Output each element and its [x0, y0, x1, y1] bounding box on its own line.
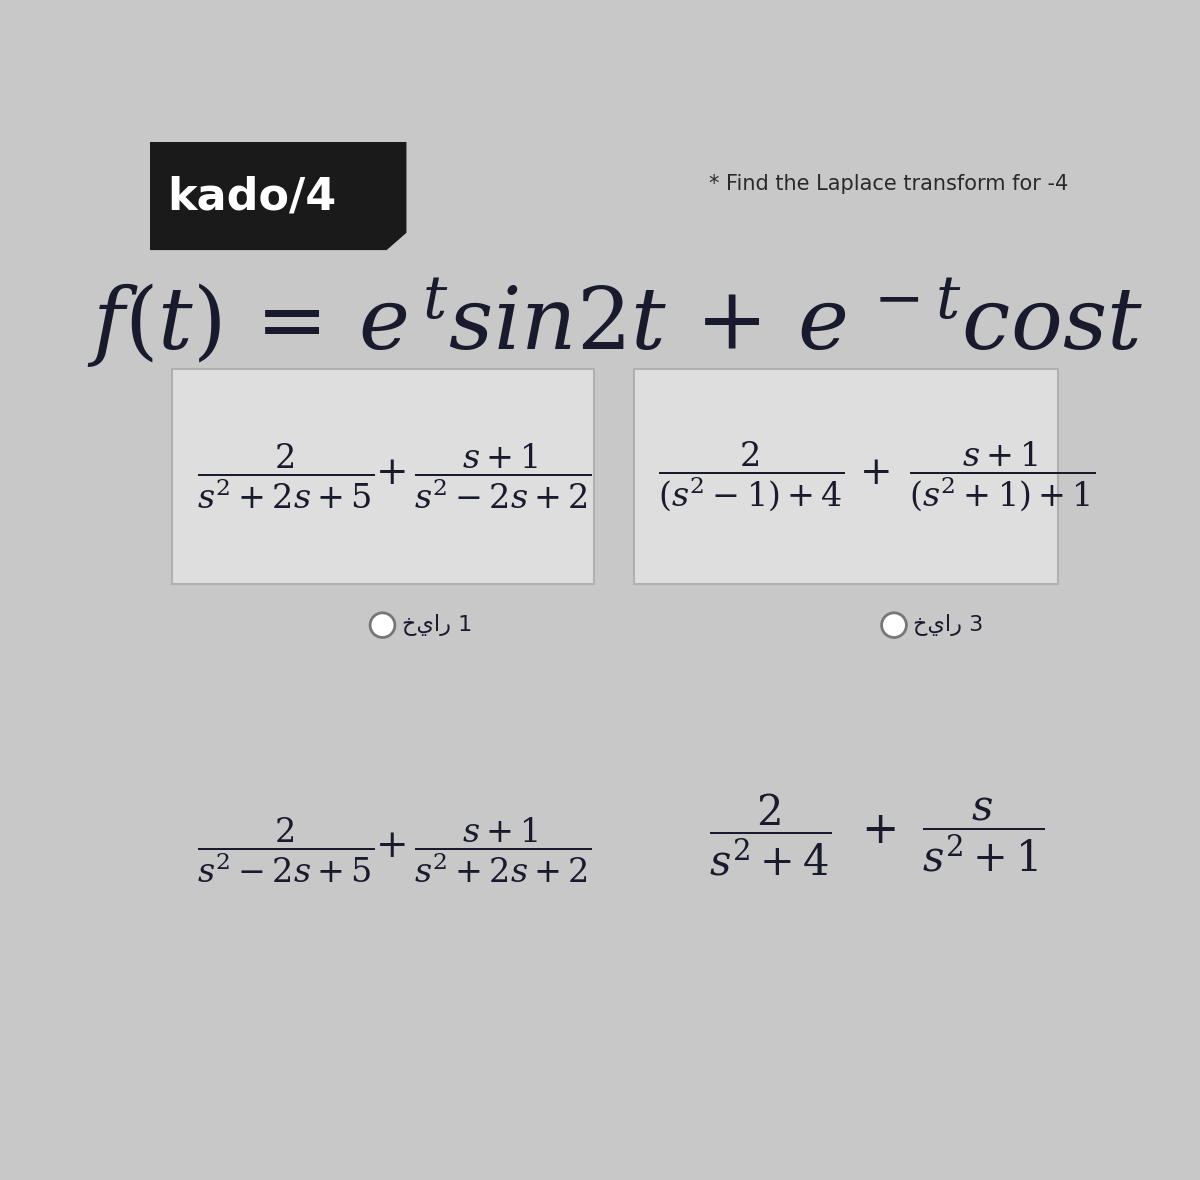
Text: $\dfrac{s}{s^2+1}$: $\dfrac{s}{s^2+1}$	[922, 795, 1044, 874]
Text: $\dfrac{s+1}{s^2-2s+2}$: $\dfrac{s+1}{s^2-2s+2}$	[414, 441, 592, 511]
Text: $+$: $+$	[859, 453, 890, 492]
Text: $+$: $+$	[374, 827, 406, 865]
Text: $+$: $+$	[862, 809, 896, 852]
Text: * Find the Laplace transform for -4: * Find the Laplace transform for -4	[709, 173, 1068, 194]
Circle shape	[370, 612, 395, 637]
Polygon shape	[150, 142, 406, 249]
Text: kado/4: kado/4	[167, 176, 336, 218]
Text: $\it{f(t)}$$\,=\,$$\it{e}^{\,\it{t}}\it{sin2t}$$\,+\,$$\it{e}^{\,-\it{t}}\it{cos: $\it{f(t)}$$\,=\,$$\it{e}^{\,\it{t}}\it{…	[88, 275, 1142, 371]
Text: خيار 1: خيار 1	[402, 614, 472, 636]
Text: خيار 3: خيار 3	[913, 614, 984, 636]
Text: $\dfrac{2}{s^2-2s+5}$: $\dfrac{2}{s^2-2s+5}$	[197, 815, 374, 885]
Text: $+$: $+$	[374, 453, 406, 492]
Circle shape	[882, 612, 906, 637]
Text: $\dfrac{2}{(s^2-1)+4}$: $\dfrac{2}{(s^2-1)+4}$	[658, 439, 844, 513]
Text: $\dfrac{2}{s^2+2s+5}$: $\dfrac{2}{s^2+2s+5}$	[197, 441, 374, 511]
Text: $\dfrac{s+1}{s^2+2s+2}$: $\dfrac{s+1}{s^2+2s+2}$	[414, 815, 592, 885]
Bar	[635, 368, 1058, 584]
Bar	[172, 368, 594, 584]
Text: $\dfrac{s+1}{(s^2+1)+1}$: $\dfrac{s+1}{(s^2+1)+1}$	[910, 439, 1096, 513]
Text: $\dfrac{2}{s^2+4}$: $\dfrac{2}{s^2+4}$	[709, 791, 832, 878]
